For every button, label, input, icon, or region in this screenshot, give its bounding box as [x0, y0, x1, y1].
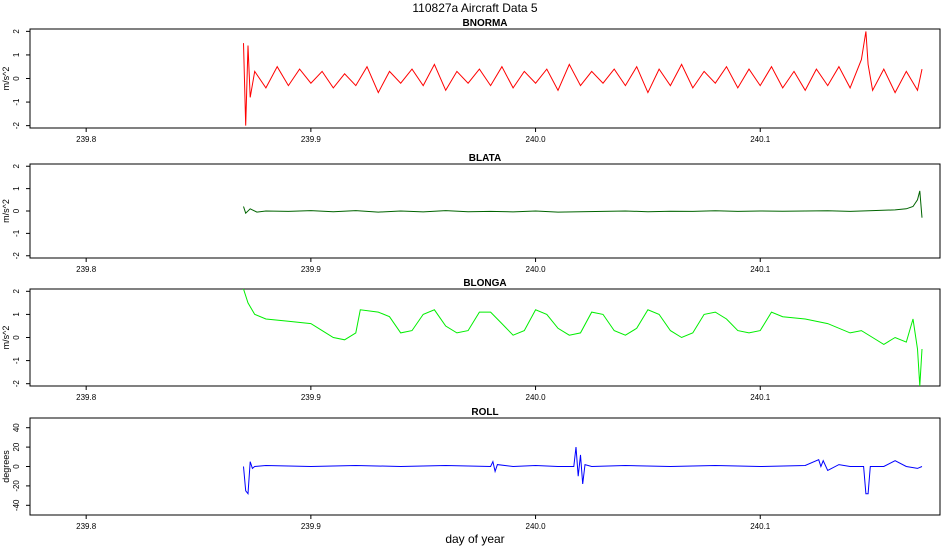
x-axis-label: day of year — [445, 532, 504, 546]
panel-title: BNORMA — [463, 18, 508, 29]
chart-panel-bnorma: BNORMA 239.8 239.9 240.0 240.1 -2 -1 0 1 2 m/s^2 — [1, 18, 941, 144]
y-tick-label: -2 — [12, 252, 21, 260]
x-tick-label: 239.8 — [76, 393, 97, 402]
y-tick-label: 0 — [12, 208, 21, 213]
x-tick-label: 239.8 — [76, 265, 97, 274]
series-line-roll — [243, 447, 923, 496]
x-tick-label: 240.1 — [750, 522, 771, 531]
y-axis-label: m/s^2 — [1, 199, 11, 223]
y-tick-label: 2 — [12, 289, 21, 294]
x-tick-label: 239.9 — [301, 265, 322, 274]
x-tick-label: 240.1 — [750, 135, 771, 144]
y-axis-label: m/s^2 — [1, 326, 11, 350]
x-tick-label: 240.1 — [750, 393, 771, 402]
y-axis-label: degrees — [1, 450, 11, 483]
y-tick-label: 1 — [12, 52, 21, 57]
y-tick-label: 40 — [12, 423, 21, 432]
plot-frame — [29, 288, 941, 387]
y-tick-label: -1 — [12, 356, 21, 364]
x-tick-label: 240.0 — [526, 393, 547, 402]
panel-title: BLONGA — [463, 278, 506, 289]
y-tick-label: -20 — [12, 480, 21, 492]
y-tick-label: -40 — [12, 499, 21, 511]
series-line-blata — [243, 190, 923, 218]
x-tick-label: 239.9 — [301, 393, 322, 402]
y-tick-label: -1 — [12, 98, 21, 106]
chart-panel-roll: ROLL 239.8 239.9 240.0 240.1 -40 -20 0 20 40 degre… — [1, 407, 941, 531]
series-line-bnorma — [243, 31, 923, 126]
x-tick-label: 240.1 — [750, 265, 771, 274]
x-tick-label: 239.8 — [76, 135, 97, 144]
chart-panel-blata: BLATA 239.8 239.9 240.0 240.1 -2 -1 0 1 2 m/s^2 — [1, 153, 941, 274]
y-tick-label: 0 — [12, 76, 21, 81]
y-tick-label: 1 — [12, 312, 21, 317]
x-tick-label: 240.0 — [526, 135, 547, 144]
y-tick-label: 20 — [12, 442, 21, 451]
y-tick-label: -2 — [12, 122, 21, 130]
y-tick-label: 2 — [12, 163, 21, 168]
chart-panel-blonga: BLONGA 239.8 239.9 240.0 240.1 -2 -1 0 1 2 m/s^2 — [1, 278, 941, 402]
y-tick-label: 0 — [12, 335, 21, 340]
plot-frame — [29, 28, 941, 129]
figure-title: 110827a Aircraft Data 5 — [412, 1, 538, 15]
y-tick-label: -2 — [12, 380, 21, 388]
x-tick-label: 239.8 — [76, 522, 97, 531]
y-tick-label: 2 — [12, 29, 21, 34]
y-tick-label: 0 — [12, 464, 21, 469]
x-tick-label: 240.0 — [526, 522, 547, 531]
series-line-blonga — [243, 288, 923, 387]
panel-title: ROLL — [471, 407, 498, 418]
x-tick-label: 240.0 — [526, 265, 547, 274]
y-axis-label: m/s^2 — [1, 67, 11, 91]
x-tick-label: 239.9 — [301, 522, 322, 531]
y-tick-label: 1 — [12, 186, 21, 191]
x-tick-label: 239.9 — [301, 135, 322, 144]
y-tick-label: -1 — [12, 229, 21, 237]
panel-title: BLATA — [469, 153, 501, 164]
